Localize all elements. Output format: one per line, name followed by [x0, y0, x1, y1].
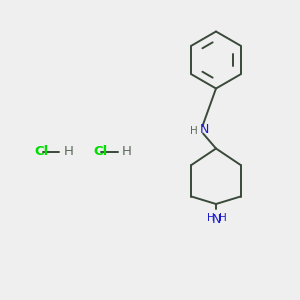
- Text: H: H: [122, 145, 132, 158]
- Text: H: H: [64, 145, 74, 158]
- Text: Cl: Cl: [34, 145, 49, 158]
- Text: N: N: [200, 123, 209, 136]
- Text: H: H: [219, 213, 226, 223]
- Text: H: H: [190, 125, 198, 136]
- Text: H: H: [207, 213, 214, 223]
- Text: Cl: Cl: [93, 145, 107, 158]
- Text: N: N: [212, 213, 221, 226]
